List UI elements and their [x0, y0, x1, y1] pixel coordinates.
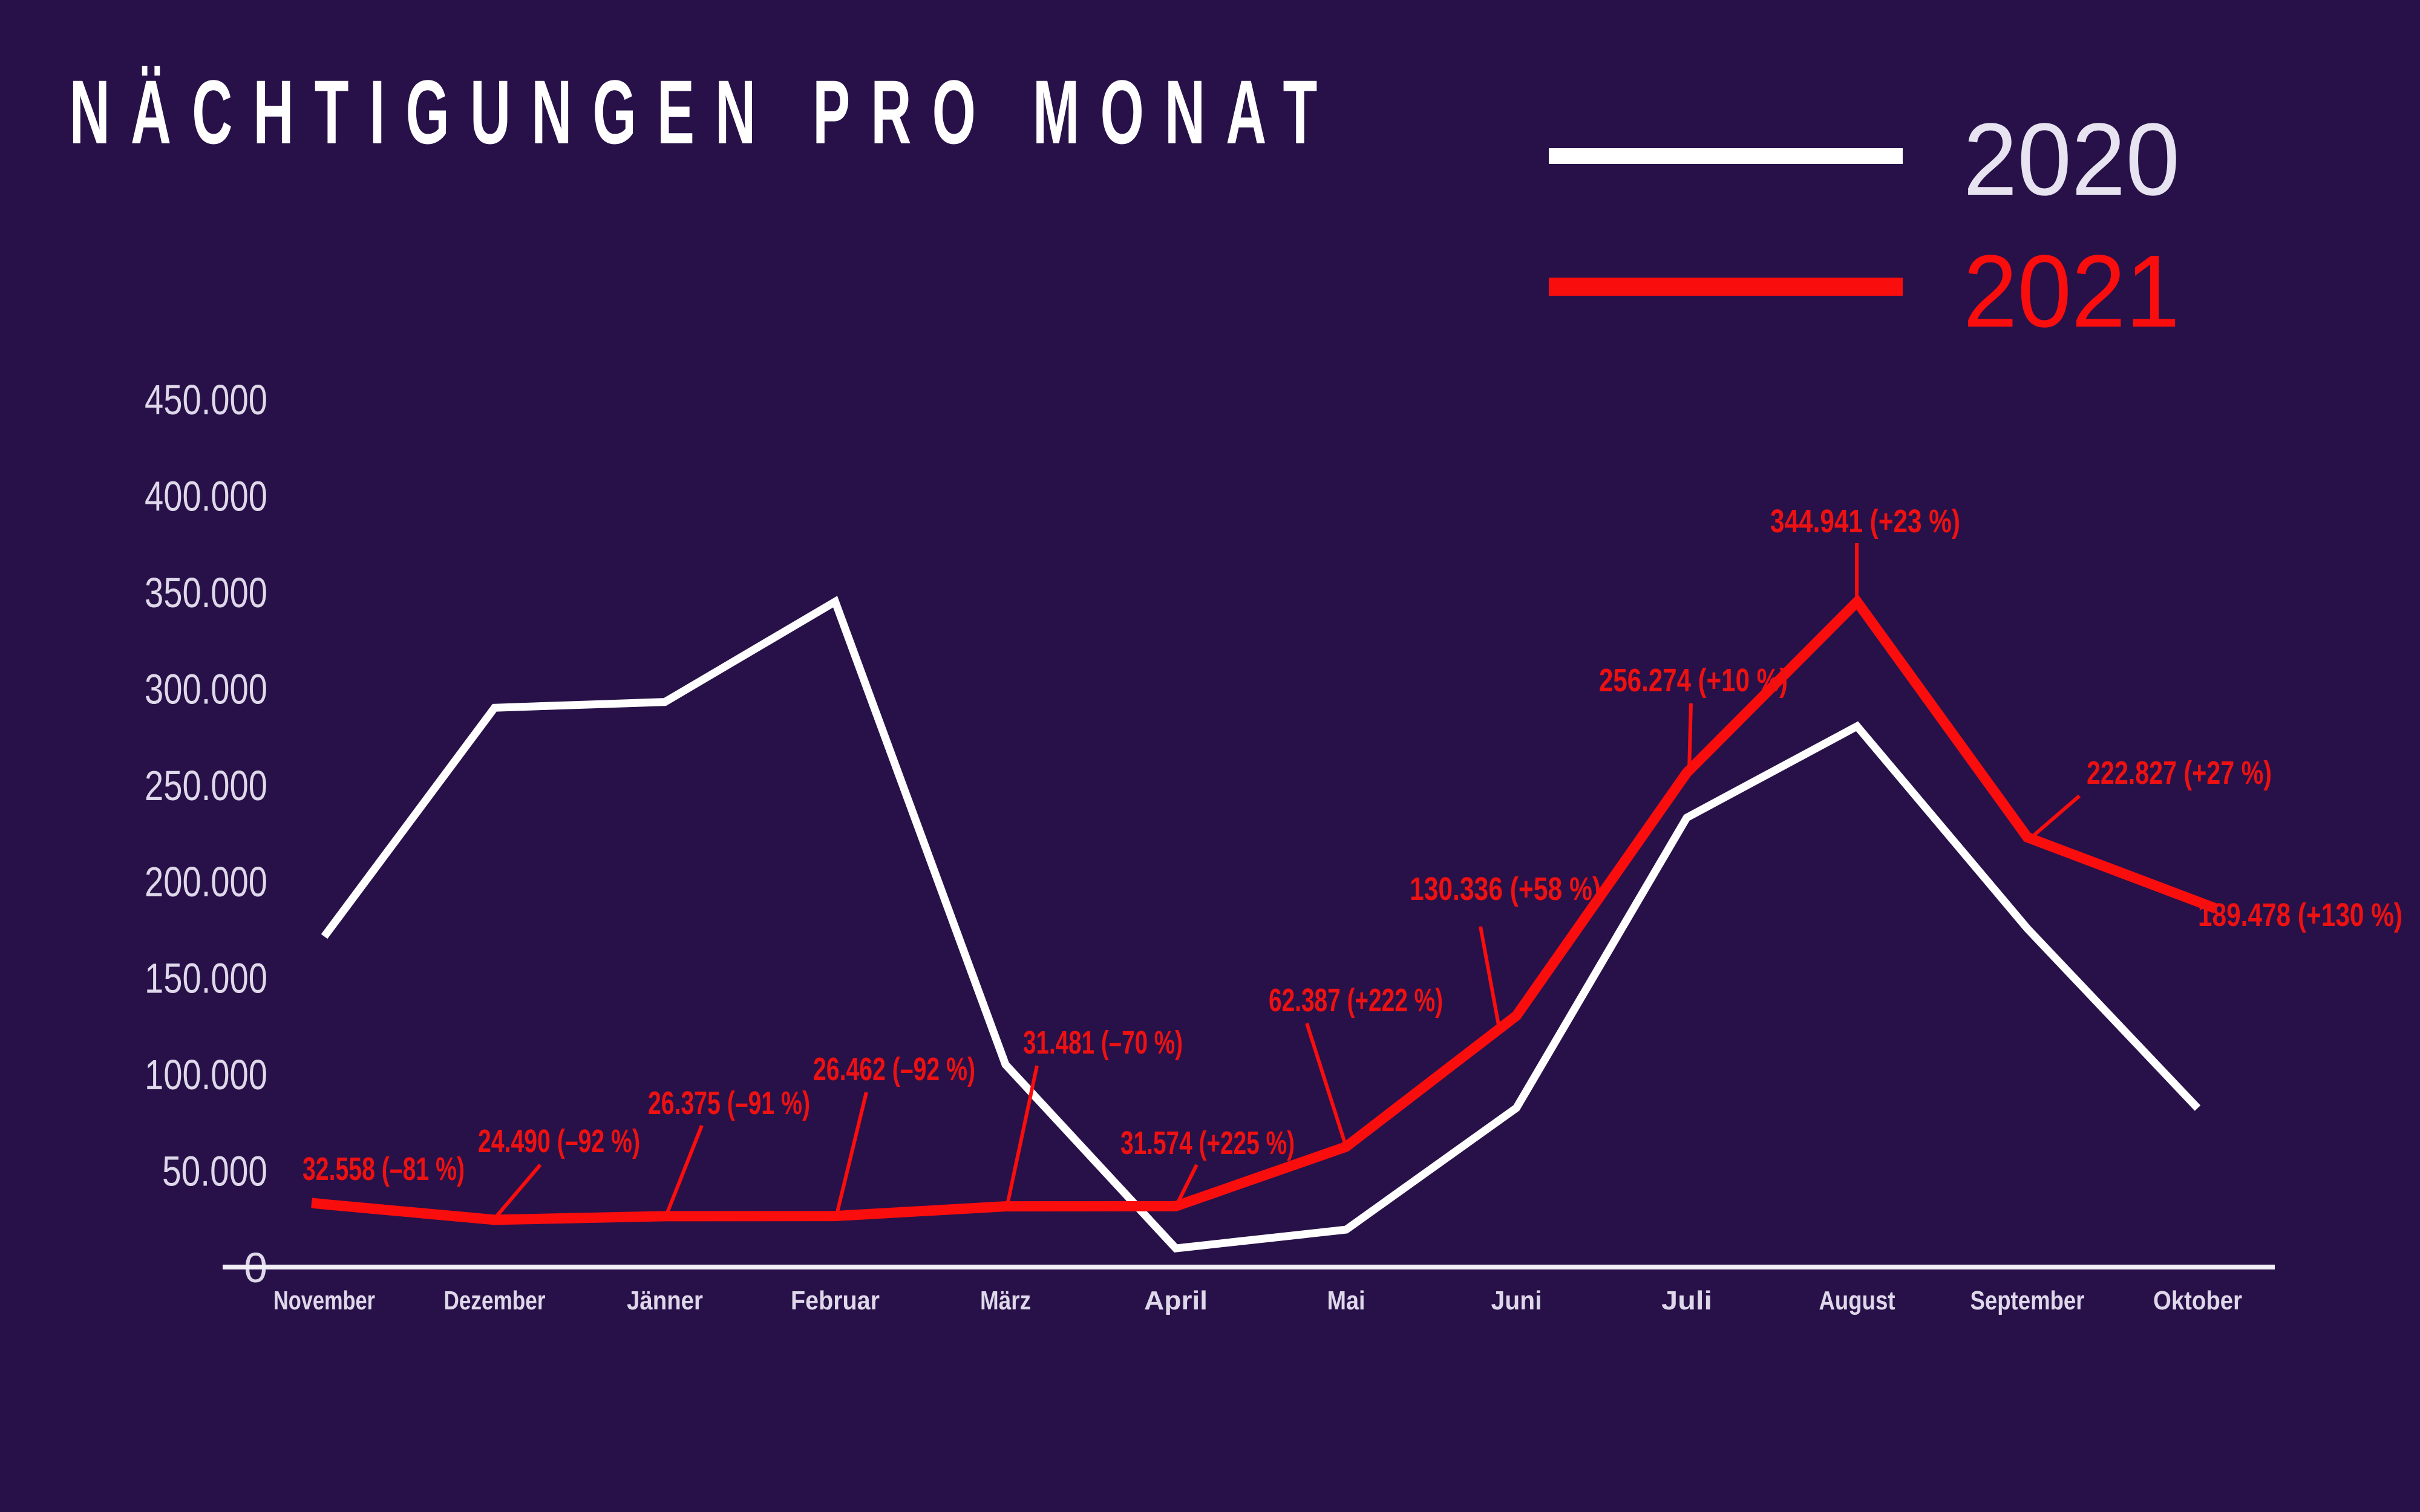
annotation-leader-line: [1305, 1023, 1347, 1144]
annotation-label: 26.462 (–92 %): [813, 1051, 975, 1087]
legend-label-2020: 2020: [1963, 102, 2180, 217]
x-axis-label: September: [1970, 1286, 2085, 1315]
legend-swatch-2021: [1549, 278, 1903, 296]
y-axis-tick-label: 100.000: [145, 1051, 267, 1098]
line-chart: 050.000100.000150.000200.000250.000300.0…: [145, 376, 2402, 1315]
series-line-2020: [321, 596, 2201, 1253]
page-title: NÄCHTIGUNGEN PRO MONAT: [70, 62, 1338, 163]
annotation-label: 256.274 (+10 %): [1599, 662, 1788, 699]
x-axis-label: Juni: [1491, 1286, 1542, 1315]
y-axis-tick-label: 300.000: [145, 665, 267, 712]
x-axis-label: November: [273, 1286, 375, 1315]
x-axis-label: August: [1819, 1286, 1895, 1315]
annotation-label: 31.481 (–70 %): [1023, 1025, 1183, 1061]
annotation-label: 32.558 (–81 %): [302, 1151, 465, 1187]
x-axis-label: Jänner: [627, 1286, 703, 1315]
y-axis-tick-label: 50.000: [162, 1148, 267, 1195]
annotation-leader-line: [1687, 703, 1693, 771]
annotation-leader-line: [2029, 794, 2081, 840]
annotation-label: 344.941 (+23 %): [1770, 503, 1960, 539]
legend-swatch-2020: [1549, 148, 1903, 164]
legend-label-2021: 2021: [1963, 234, 2180, 349]
y-axis-tick-label: 250.000: [145, 762, 267, 809]
annotation-leader-line: [664, 1124, 704, 1217]
annotation-label: 130.336 (+58 %): [1410, 871, 1601, 907]
y-axis-tick-label: 350.000: [145, 569, 267, 616]
legend: 2020 2021: [1549, 102, 2180, 349]
annotation-label: 26.375 (–91 %): [648, 1085, 810, 1121]
y-axis-tick-label: 400.000: [145, 472, 267, 520]
annotation-leader-line: [1176, 1164, 1199, 1205]
annotation-label: 62.387 (+222 %): [1269, 982, 1443, 1018]
series-line-2021: [311, 593, 2218, 1225]
annotation-leader-line: [835, 1092, 868, 1215]
x-axis-label: Mai: [1327, 1286, 1365, 1315]
x-axis-label: Februar: [791, 1286, 880, 1315]
x-axis-label: Juli: [1661, 1286, 1712, 1315]
y-axis-tick-label: 200.000: [145, 858, 267, 905]
annotation-label: 24.490 (–92 %): [478, 1123, 640, 1159]
y-axis-tick-label: 450.000: [145, 376, 267, 423]
x-axis-label: Oktober: [2153, 1286, 2242, 1315]
x-axis-label: April: [1144, 1286, 1208, 1315]
y-axis-tick-label: 150.000: [145, 955, 267, 1002]
annotation-label: 31.574 (+225 %): [1120, 1125, 1295, 1161]
annotation-label: 222.827 (+27 %): [2087, 755, 2272, 791]
annotation-label: 189.478 (+130 %): [2198, 897, 2402, 933]
annotation-leader-line: [1479, 926, 1501, 1029]
x-axis-label: Dezember: [444, 1286, 546, 1315]
x-axis-label: März: [980, 1286, 1031, 1315]
annotation-leader-line: [1006, 1065, 1039, 1205]
annotation-leader-line: [494, 1164, 542, 1219]
